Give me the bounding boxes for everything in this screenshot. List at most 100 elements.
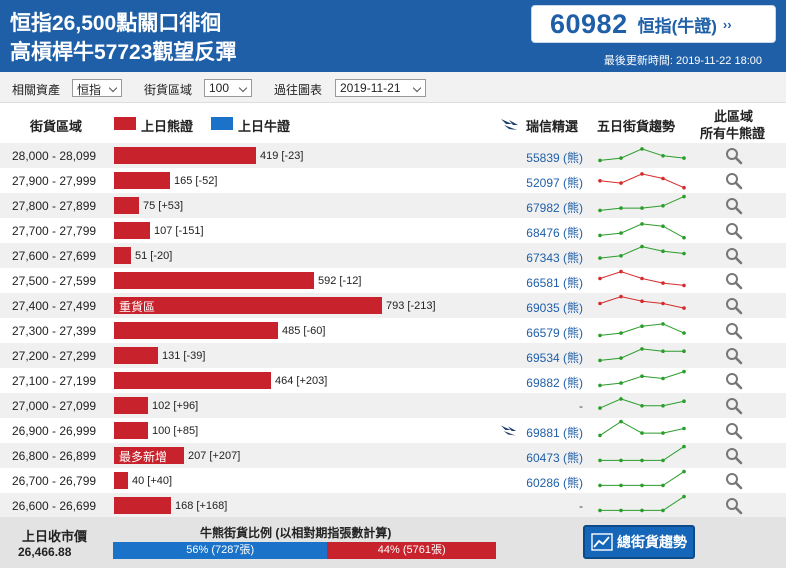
magnifier-icon[interactable] xyxy=(725,447,743,465)
bar-highlight-tag: 重貨區 xyxy=(119,300,156,314)
table-row: 27,700 - 27,799 107 [-151] 68476 (熊) xyxy=(0,218,786,243)
double-chevron-right-icon: ›› xyxy=(722,16,732,32)
bear-outstanding-bar xyxy=(114,197,139,214)
sparkline-point xyxy=(682,426,686,431)
featured-warrant-link[interactable]: 67343 (熊) xyxy=(526,251,583,265)
bear-legend-swatch xyxy=(114,117,136,130)
table-row: 26,900 - 26,999 100 [+85] 69881 (熊) xyxy=(0,418,786,443)
bear-outstanding-bar xyxy=(114,322,278,339)
featured-warrant-link[interactable]: 52097 (熊) xyxy=(526,176,583,190)
bar-value-label: 419 [-23] xyxy=(260,150,304,162)
featured-warrant-link[interactable]: 67982 (熊) xyxy=(526,201,583,215)
trend-column-header: 五日街貨趨勢 xyxy=(597,119,676,134)
sparkline-point xyxy=(661,281,665,285)
five-day-trend-sparkline xyxy=(598,369,686,388)
sparkline-point xyxy=(598,358,602,363)
zone-range: 27,600 - 27,699 xyxy=(12,249,97,263)
five-day-trend-sparkline xyxy=(598,444,686,463)
bull-ratio-segment: 56% (7287張) xyxy=(113,542,328,559)
five-day-trend-sparkline xyxy=(598,147,686,163)
featured-warrant-link[interactable]: 69882 (熊) xyxy=(526,376,583,390)
magnifier-icon[interactable] xyxy=(725,197,743,215)
featured-warrant-link[interactable]: 68476 (熊) xyxy=(526,226,583,240)
bear-outstanding-bar xyxy=(114,247,131,264)
history-label: 過往圖表 xyxy=(274,83,323,97)
zone-range: 26,700 - 26,799 xyxy=(12,474,97,488)
sparkline-point xyxy=(598,458,602,463)
five-day-trend-sparkline xyxy=(598,244,686,260)
five-day-trend-sparkline xyxy=(598,269,686,288)
sparkline-point xyxy=(661,249,665,253)
sparkline-point xyxy=(661,301,665,306)
zone-range: 27,100 - 27,199 xyxy=(12,374,97,388)
asset-select[interactable]: 恒指 xyxy=(72,79,122,97)
sparkline-point xyxy=(598,256,602,260)
sparkline-point xyxy=(661,483,665,488)
sparkline-point xyxy=(619,483,623,488)
quote-link-button[interactable]: 60982 恒指(牛證) ›› xyxy=(531,5,776,43)
bear-outstanding-bar xyxy=(114,147,256,164)
magnifier-icon[interactable] xyxy=(725,172,743,190)
sparkline-point xyxy=(640,324,644,328)
magnifier-icon[interactable] xyxy=(725,272,743,290)
prev-close-value: 26,466.88 xyxy=(18,545,72,559)
sparkline-point xyxy=(598,158,602,163)
quote-number: 60982 xyxy=(550,8,628,39)
featured-warrant-link[interactable]: 69534 (熊) xyxy=(526,351,583,365)
zone-select[interactable]: 100 xyxy=(204,79,252,97)
sparkline-point xyxy=(682,444,686,449)
featured-warrant-link[interactable]: 66579 (熊) xyxy=(526,326,583,340)
featured-warrant-link[interactable]: 66581 (熊) xyxy=(526,276,583,290)
bear-outstanding-bar xyxy=(114,472,128,489)
zone-range: 26,900 - 26,999 xyxy=(12,424,97,438)
magnifier-icon[interactable] xyxy=(725,472,743,490)
sparkline-point xyxy=(661,176,665,181)
sparkline-point xyxy=(682,251,686,256)
sparkline-point xyxy=(619,419,623,424)
magnifier-icon[interactable] xyxy=(725,347,743,365)
featured-warrant-link[interactable]: 55839 (熊) xyxy=(526,151,583,165)
overall-trend-button[interactable]: 總街貨趨勢 xyxy=(583,525,695,559)
bear-outstanding-bar xyxy=(114,422,148,439)
five-day-trend-sparkline xyxy=(598,172,686,190)
magnifier-icon[interactable] xyxy=(725,147,743,165)
sparkline-point xyxy=(619,397,623,401)
sparkline-point xyxy=(640,244,644,249)
filter-bar: 相關資產 恒指 街貨區域 100 過往圖表 2019-11-21 xyxy=(0,72,786,103)
bear-outstanding-bar xyxy=(114,222,150,239)
sparkline-point xyxy=(640,206,644,210)
magnifier-icon[interactable] xyxy=(725,297,743,315)
magnifier-icon[interactable] xyxy=(725,372,743,390)
five-day-trend-sparkline xyxy=(598,294,686,310)
magnifier-icon[interactable] xyxy=(725,397,743,415)
magnifier-icon[interactable] xyxy=(725,247,743,265)
featured-warrant-link[interactable]: 60473 (熊) xyxy=(526,451,583,465)
zone-range: 28,000 - 28,099 xyxy=(12,149,97,163)
sparkline-point xyxy=(661,349,665,353)
featured-warrant-link[interactable]: 60286 (熊) xyxy=(526,476,583,490)
headline-1: 恒指26,500點關口徘徊 xyxy=(10,12,222,35)
sparkline-path xyxy=(600,446,685,461)
table-row: 28,000 - 28,099 419 [-23] 55839 (熊) xyxy=(0,143,786,168)
column-header: 街貨區域 上日熊證 上日牛證 瑞信精選 五日街貨趨勢 此區域 所有牛熊證 xyxy=(0,103,786,143)
sparkline-point xyxy=(682,194,686,199)
sparkline-point xyxy=(682,369,686,374)
sparkline-point xyxy=(619,458,623,463)
zone-range: 27,400 - 27,499 xyxy=(12,299,97,313)
five-day-trend-sparkline xyxy=(598,347,686,363)
sparkline-point xyxy=(661,404,665,408)
magnifier-icon[interactable] xyxy=(725,497,743,515)
history-date-select[interactable]: 2019-11-21 xyxy=(335,79,426,97)
magnifier-icon[interactable] xyxy=(725,322,743,340)
trend-chart-icon xyxy=(591,533,613,551)
magnifier-icon[interactable] xyxy=(725,222,743,240)
bear-outstanding-bar xyxy=(114,347,158,364)
magnifier-icon[interactable] xyxy=(725,422,743,440)
featured-warrant-link[interactable]: 69881 (熊) xyxy=(526,426,583,440)
featured-warrant-link[interactable]: 69035 (熊) xyxy=(526,301,583,315)
table-row: 27,400 - 27,499 重貨區 793 [-213] 69035 (熊) xyxy=(0,293,786,318)
sparkline-point xyxy=(598,433,602,438)
sparkline-point xyxy=(598,276,602,281)
sparkline-point xyxy=(619,381,623,385)
bar-value-label: 102 [+96] xyxy=(152,400,199,412)
